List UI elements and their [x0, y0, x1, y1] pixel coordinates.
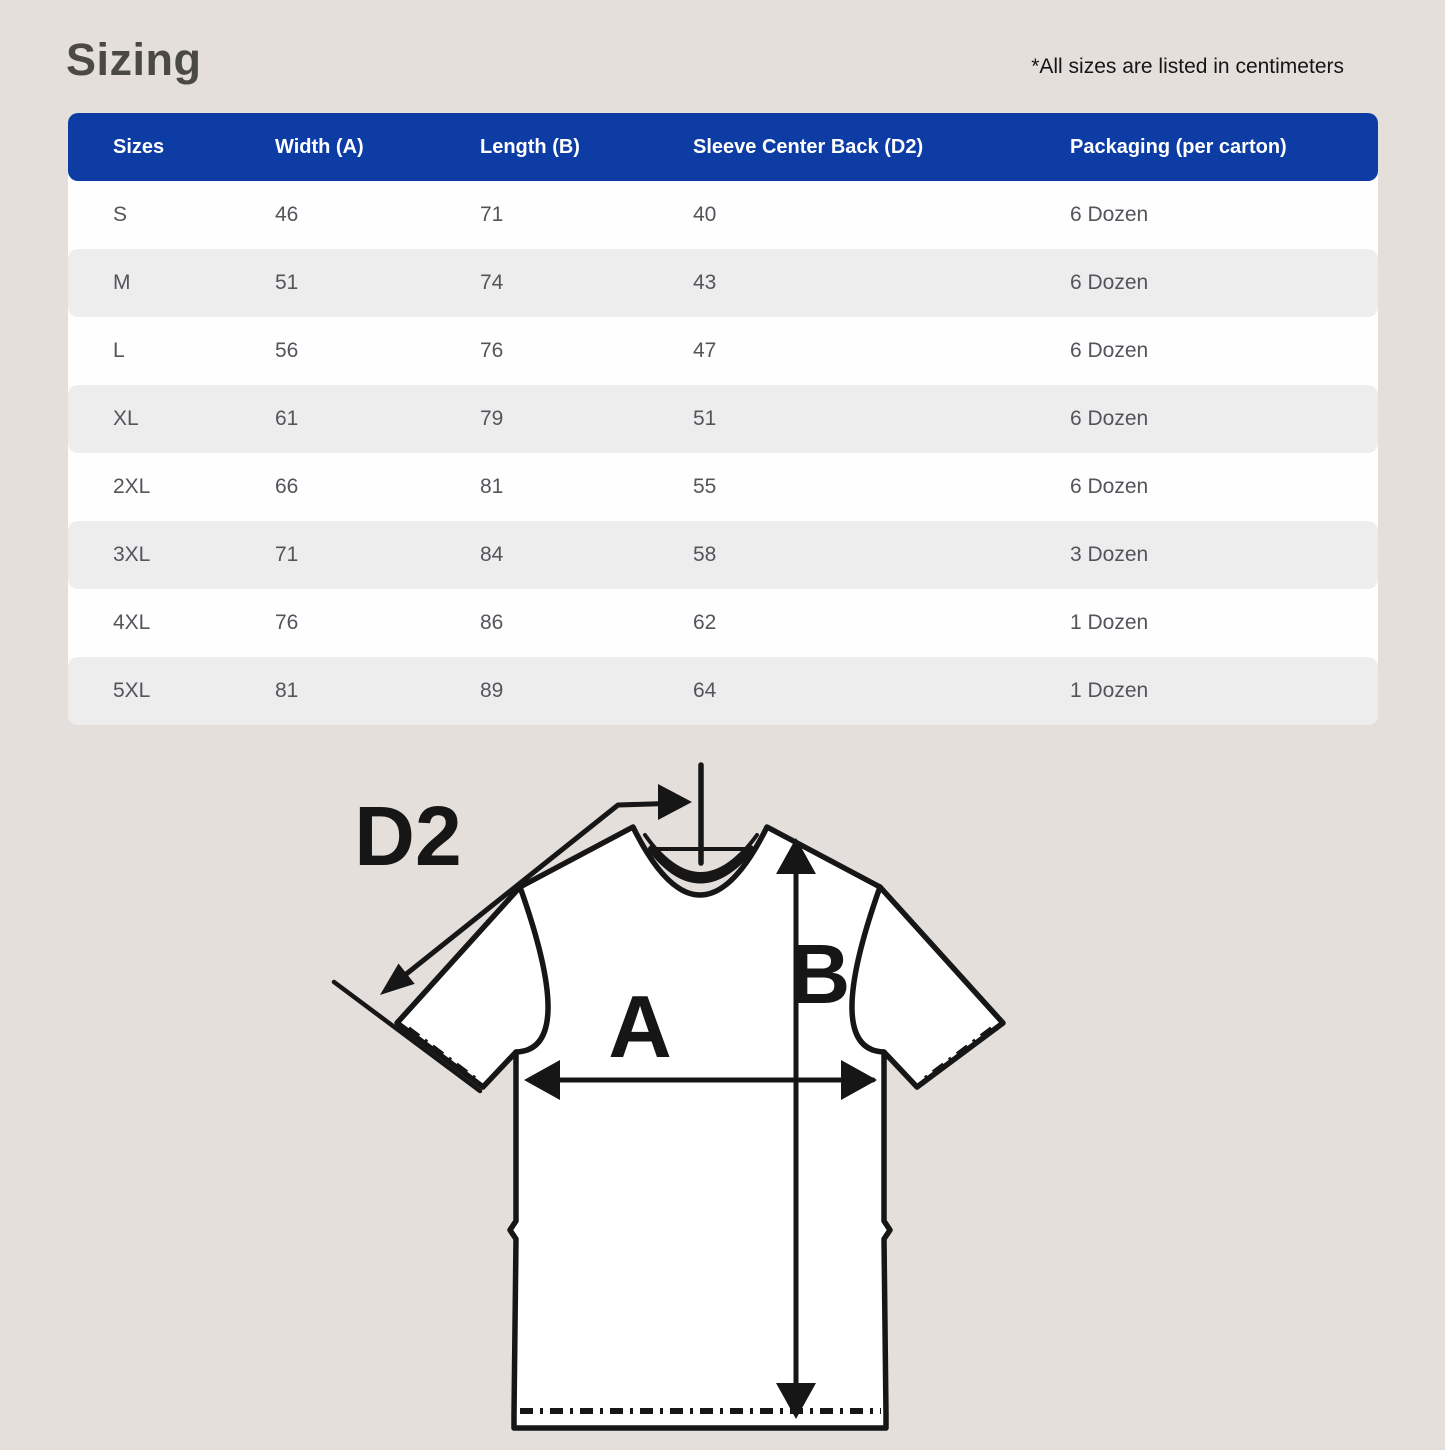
table-cell-packaging: 6 Dozen — [1070, 339, 1149, 362]
armhole-seam-left — [513, 884, 551, 1055]
sleeve-hem-stitch-right — [921, 1026, 994, 1084]
table-cell-width: 61 — [275, 407, 299, 430]
table-cell-sleeve: 47 — [693, 339, 717, 362]
sleeve-hem-stitch-left — [406, 1026, 479, 1084]
label-a: A — [608, 977, 672, 1076]
table-row: 4XL 76 86 62 1 Dozen — [68, 589, 1378, 657]
table-cell-width: 71 — [275, 543, 299, 566]
d2-arrowhead-sleeve — [380, 963, 415, 995]
table-row: L 56 76 47 6 Dozen — [68, 317, 1378, 385]
table-cell-width: 46 — [275, 203, 299, 226]
table-cell-length: 76 — [480, 339, 504, 362]
table-cell-sleeve: 40 — [693, 203, 717, 226]
d2-sleeve-guide-line — [331, 979, 483, 1094]
a-arrowhead-right — [841, 1060, 877, 1100]
table-cell-packaging: 6 Dozen — [1070, 475, 1149, 498]
table-row: 5XL 81 89 64 1 Dozen — [68, 657, 1378, 725]
table-cell-length: 86 — [480, 611, 504, 634]
table-row: 3XL 71 84 58 3 Dozen — [68, 521, 1378, 589]
table-cell-size: 5XL — [113, 679, 151, 702]
table-cell-size: L — [113, 339, 125, 362]
table-cell-sleeve: 58 — [693, 543, 717, 566]
table-cell-packaging: 1 Dozen — [1070, 611, 1149, 634]
table-cell-packaging: 1 Dozen — [1070, 679, 1149, 702]
table-body: S 46 71 40 6 Dozen M 51 74 43 6 Dozen L 56 76 47 6 Doz… — [68, 181, 1378, 725]
table-cell-length: 89 — [480, 679, 504, 702]
d2-arrowhead-right — [658, 784, 692, 820]
tshirt-outline — [394, 824, 1006, 1431]
table-cell-sleeve: 62 — [693, 611, 717, 634]
table-cell-sleeve: 43 — [693, 271, 717, 294]
table-cell-length: 84 — [480, 543, 504, 566]
tshirt-measurement-diagram: D2 A B — [330, 745, 1070, 1445]
table-cell-size: 3XL — [113, 543, 151, 566]
tshirt-diagram-svg: D2 A B — [331, 762, 1006, 1431]
table-cell-length: 74 — [480, 271, 504, 294]
table-cell-packaging: 6 Dozen — [1070, 203, 1149, 226]
page-title: Sizing — [66, 34, 202, 85]
armhole-seam-right — [849, 884, 887, 1055]
units-note: *All sizes are listed in centimeters — [1031, 55, 1344, 78]
column-header-width: Width (A) — [275, 135, 364, 158]
table-cell-sleeve: 51 — [693, 407, 717, 430]
table-row: 2XL 66 81 55 6 Dozen — [68, 453, 1378, 521]
label-d2: D2 — [354, 789, 461, 883]
table-cell-length: 71 — [480, 203, 504, 226]
column-header-packaging: Packaging (per carton) — [1070, 135, 1287, 158]
table-cell-width: 51 — [275, 271, 299, 294]
column-header-sleeve: Sleeve Center Back (D2) — [693, 135, 924, 158]
table-cell-size: M — [113, 271, 131, 294]
table-cell-width: 76 — [275, 611, 299, 634]
table-cell-width: 56 — [275, 339, 299, 362]
table-cell-length: 81 — [480, 475, 504, 498]
sizing-table: Sizes Width (A) Length (B) Sleeve Center… — [68, 113, 1378, 725]
table-cell-sleeve: 55 — [693, 475, 717, 498]
table-cell-packaging: 3 Dozen — [1070, 543, 1149, 566]
table-cell-width: 81 — [275, 679, 299, 702]
table-row: M 51 74 43 6 Dozen — [68, 249, 1378, 317]
table-cell-packaging: 6 Dozen — [1070, 271, 1149, 294]
table-row: S 46 71 40 6 Dozen — [68, 181, 1378, 249]
table-cell-size: XL — [113, 407, 139, 430]
table-cell-width: 66 — [275, 475, 299, 498]
collar-front-neckline — [648, 845, 754, 884]
b-arrowhead-top — [776, 838, 816, 874]
table-cell-size: S — [113, 203, 128, 226]
table-cell-sleeve: 64 — [693, 679, 717, 702]
column-header-sizes: Sizes — [113, 135, 165, 158]
table-cell-size: 4XL — [113, 611, 151, 634]
table-cell-length: 79 — [480, 407, 504, 430]
b-arrowhead-bottom — [776, 1383, 816, 1419]
table-cell-size: 2XL — [113, 475, 151, 498]
table-header-row: Sizes Width (A) Length (B) Sleeve Center… — [68, 113, 1378, 181]
column-header-length: Length (B) — [480, 135, 580, 158]
a-arrowhead-left — [524, 1060, 560, 1100]
label-b: B — [790, 927, 851, 1021]
table-row: XL 61 79 51 6 Dozen — [68, 385, 1378, 453]
table-cell-packaging: 6 Dozen — [1070, 407, 1149, 430]
